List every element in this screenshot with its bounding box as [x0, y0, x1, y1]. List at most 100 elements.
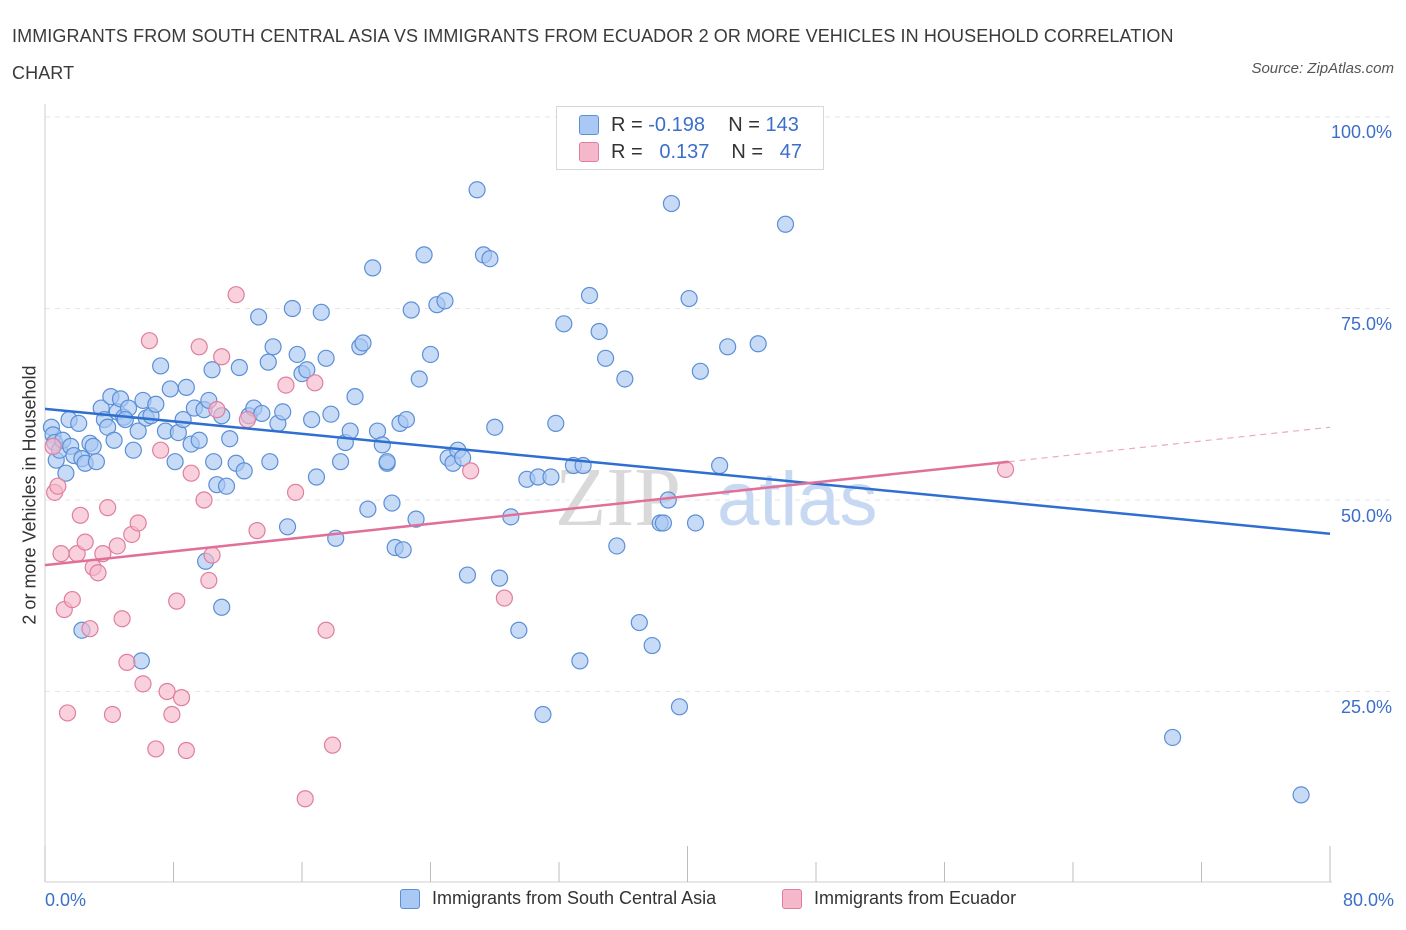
data-point	[190, 338, 208, 356]
data-point	[129, 514, 147, 532]
r-label: R =	[611, 113, 643, 136]
data-point	[81, 620, 99, 638]
data-point	[378, 453, 396, 471]
data-point	[182, 464, 200, 482]
data-point	[654, 514, 673, 532]
data-point	[70, 414, 88, 432]
data-point	[190, 431, 208, 449]
data-point	[307, 468, 326, 486]
legend-swatch-pink	[579, 142, 599, 162]
data-point	[166, 453, 184, 471]
data-point	[57, 464, 75, 482]
data-point	[58, 704, 77, 722]
data-point	[317, 349, 335, 367]
y-tick-label: 25.0%	[1340, 697, 1392, 717]
data-point	[394, 541, 412, 559]
data-point	[421, 345, 440, 364]
data-point	[213, 348, 231, 366]
trend-line-south-central-asia	[44, 407, 1331, 535]
data-point	[364, 259, 382, 277]
data-point	[436, 292, 454, 310]
data-point	[208, 401, 226, 419]
data-point	[317, 621, 335, 639]
source-label: Source: ZipAtlas.com	[1251, 60, 1394, 77]
data-point	[76, 533, 94, 551]
data-point	[147, 395, 165, 413]
data-point	[105, 431, 123, 449]
data-point	[630, 613, 648, 632]
data-point	[303, 410, 321, 429]
data-point	[691, 362, 709, 380]
data-point	[250, 308, 268, 326]
data-point	[680, 289, 698, 308]
data-point	[274, 403, 292, 421]
n-label: N =	[731, 140, 764, 163]
data-point	[495, 589, 513, 607]
data-point	[140, 332, 159, 350]
data-point	[286, 483, 305, 501]
legend-swatch-blue	[579, 115, 599, 135]
n-label: N =	[728, 113, 760, 136]
data-point	[341, 422, 359, 440]
data-point	[555, 315, 573, 333]
data-point	[213, 598, 231, 616]
data-point	[331, 453, 350, 471]
data-point	[259, 353, 277, 371]
x-tick-label: 0.0%	[45, 890, 87, 910]
y-tick-label: 75.0%	[1340, 314, 1392, 334]
data-point	[670, 698, 689, 716]
data-point	[662, 194, 681, 213]
data-point	[116, 410, 134, 429]
bottom-legend-ecuador: Immigrants from Ecuador	[782, 888, 1016, 909]
y-tick-label: 100.0%	[1330, 122, 1392, 142]
data-point	[462, 462, 480, 480]
data-point	[152, 441, 170, 459]
data-point	[373, 436, 391, 454]
legend-label: Immigrants from South Central Asia	[432, 888, 717, 908]
data-point	[383, 494, 401, 512]
data-point	[99, 499, 117, 517]
series-ecuador	[44, 286, 1015, 808]
data-point	[322, 405, 340, 423]
data-point	[84, 437, 102, 455]
data-point	[490, 569, 509, 587]
data-point	[161, 380, 179, 398]
data-point	[113, 610, 131, 628]
axes	[44, 104, 1332, 883]
data-point	[168, 592, 186, 610]
series-south-central-asia	[42, 181, 1310, 804]
data-point	[1163, 728, 1182, 747]
data-point	[108, 537, 126, 555]
data-point	[195, 491, 213, 509]
y-axis-label: 2 or more Vehicles in Household	[19, 365, 40, 625]
data-point	[49, 477, 67, 495]
data-point	[52, 545, 70, 563]
data-point	[177, 378, 195, 396]
data-point	[711, 456, 729, 475]
r-value: -0.198	[648, 113, 705, 136]
correlation-legend: R = -0.198 N = 143 R = 0.137 N = 47	[556, 106, 824, 170]
data-point	[235, 462, 253, 480]
data-point	[481, 250, 499, 268]
data-point	[152, 357, 170, 375]
data-point	[571, 652, 589, 670]
trend-line-ecuador	[44, 460, 1009, 567]
data-point	[203, 546, 221, 564]
data-point	[230, 358, 248, 377]
data-point	[147, 740, 165, 758]
data-point	[296, 790, 314, 808]
data-point	[217, 477, 236, 495]
legend-row-south-central-asia: R = -0.198 N = 143	[579, 112, 799, 138]
data-point	[71, 506, 89, 524]
data-point	[248, 522, 266, 540]
data-point	[203, 361, 221, 379]
data-point	[118, 653, 136, 671]
legend-swatch-blue	[400, 888, 420, 909]
trend-line-ecuador-extension	[1008, 426, 1331, 463]
data-point	[686, 514, 705, 532]
legend-swatch-pink	[782, 888, 802, 909]
data-point	[397, 410, 416, 429]
data-point	[163, 705, 181, 724]
data-point	[253, 404, 271, 423]
